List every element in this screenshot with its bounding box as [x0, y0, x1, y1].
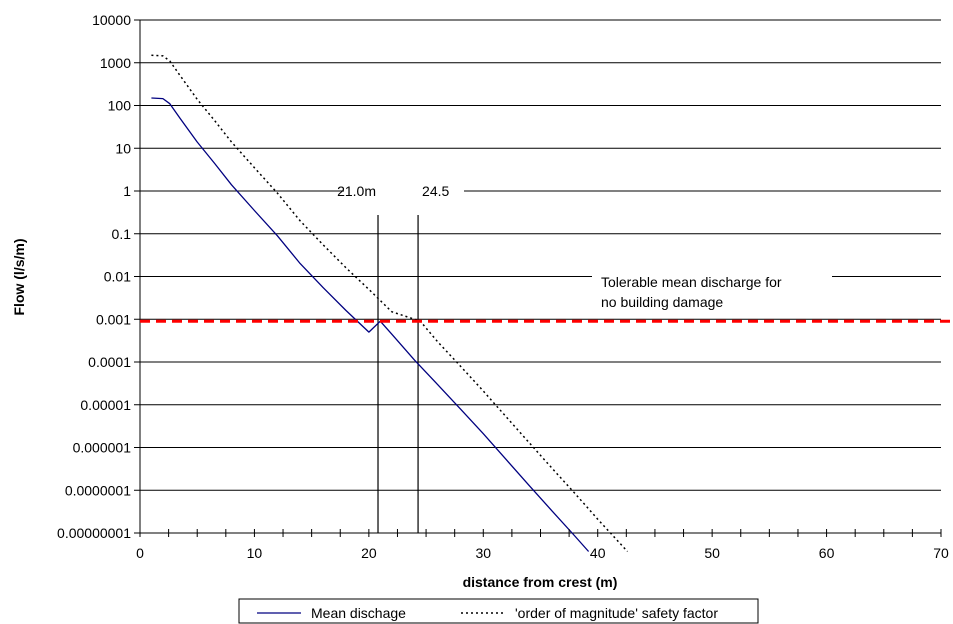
series-line-mean-discharge	[151, 97, 590, 552]
x-tick-label-1: 10	[247, 545, 263, 561]
plot-area: 21.0m 24.5	[140, 54, 953, 553]
y-tick-label-3: 0.00001	[80, 397, 131, 413]
axis-ticks: 0.00000001 0.0000001 0.000001 0.00001 0.0001…	[57, 12, 949, 561]
annotation-box	[592, 271, 832, 313]
x-tick-label-2: 20	[361, 545, 377, 561]
annotation: Tolerable mean discharge for no building…	[592, 271, 832, 313]
legend-label-safety: 'order of magnitude' safety factor	[515, 605, 718, 621]
y-tick-label-0: 0.00000001	[57, 525, 131, 541]
y-tick-label-1: 0.0000001	[65, 482, 131, 498]
y-axis-title: Flow (l/s/m)	[11, 239, 27, 316]
x-tick-label-6: 60	[819, 545, 835, 561]
series-line-safety-factor	[151, 54, 629, 553]
x-tick-label-7: 70	[933, 545, 949, 561]
legend-box	[238, 598, 759, 624]
vline-label-bg	[344, 178, 464, 202]
y-tick-label-6: 0.01	[104, 269, 131, 285]
x-tick-label-3: 30	[475, 545, 491, 561]
y-tick-label-9: 10	[115, 140, 131, 156]
y-tick-label-4: 0.0001	[88, 354, 131, 370]
x-tick-label-0: 0	[136, 545, 144, 561]
y-tick-label-8: 1	[123, 183, 131, 199]
legend: Mean dischage 'order of magnitude' safet…	[238, 598, 759, 624]
y-tick-label-2: 0.000001	[73, 440, 132, 456]
annotation-line-1: Tolerable mean discharge for	[601, 274, 782, 290]
x-axis-title: distance from crest (m)	[463, 574, 618, 590]
y-tick-label-12: 10000	[92, 12, 131, 28]
vline-label-0: 21.0m	[337, 183, 376, 199]
y-tick-label-5: 0.001	[96, 311, 131, 327]
annotation-line-2: no building damage	[601, 294, 723, 310]
x-tick-label-5: 50	[704, 545, 720, 561]
legend-label-mean: Mean dischage	[311, 605, 406, 621]
y-tick-label-10: 100	[108, 98, 132, 114]
x-tick-label-4: 40	[590, 545, 606, 561]
y-tick-label-11: 1000	[100, 55, 131, 71]
vline-label-1: 24.5	[422, 183, 449, 199]
y-tick-label-7: 0.1	[112, 226, 132, 242]
